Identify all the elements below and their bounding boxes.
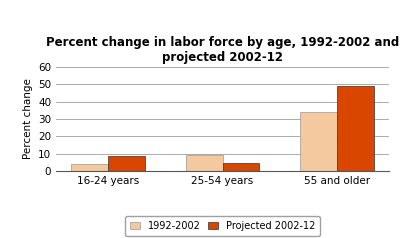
Legend: 1992-2002, Projected 2002-12: 1992-2002, Projected 2002-12: [125, 216, 320, 236]
Bar: [71, 164, 108, 171]
Title: Percent change in labor force by age, 1992-2002 and
projected 2002-12: Percent change in labor force by age, 19…: [46, 36, 399, 64]
Bar: [223, 163, 259, 171]
Bar: [300, 112, 337, 171]
Bar: [337, 86, 374, 171]
Y-axis label: Percent change: Percent change: [22, 79, 32, 159]
Bar: [108, 156, 145, 171]
Bar: [186, 155, 223, 171]
